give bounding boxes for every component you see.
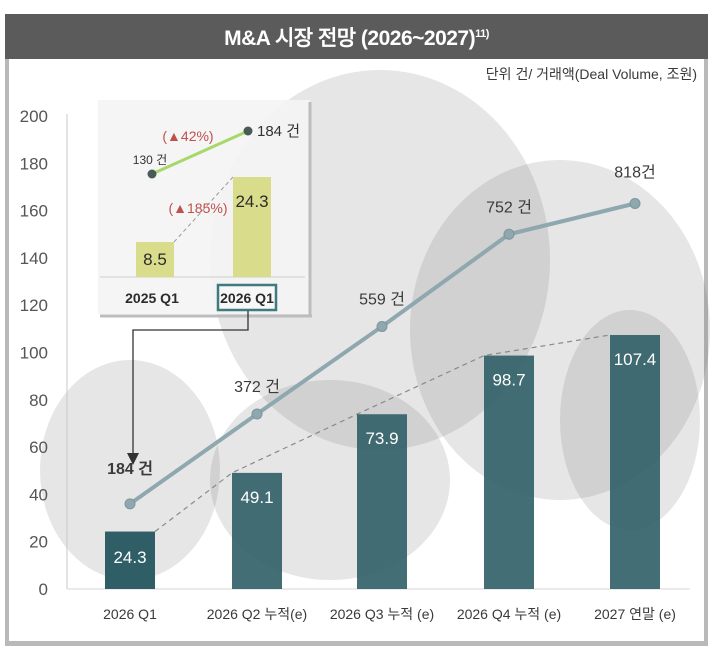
deal-volume-label: 372 건	[234, 378, 280, 396]
y-tick-label: 120	[20, 296, 48, 315]
deal-volume-point	[629, 198, 641, 210]
inset-dashed-line	[173, 176, 234, 243]
bar-2	[357, 414, 407, 589]
y-tick-label: 60	[29, 438, 48, 457]
inset-panel	[98, 100, 310, 314]
inset-category-label: 2026 Q1	[220, 290, 274, 306]
inset-highlight-box	[216, 283, 278, 312]
bar-4	[610, 334, 660, 589]
inset-bar-label: 8.5	[143, 250, 167, 269]
y-tick-label: 160	[20, 202, 48, 221]
y-tick-label: 140	[20, 249, 48, 268]
y-tick-label: 20	[29, 533, 48, 552]
x-category-label: 2026 Q3 누적 (e)	[330, 606, 434, 622]
bar-value-label: 24.3	[113, 548, 146, 567]
growth-annotation-value: (▲185%)	[169, 200, 228, 216]
bar-value-label: 107.4	[614, 350, 657, 369]
y-tick-label: 180	[20, 154, 48, 173]
y-tick-label: 200	[20, 107, 48, 126]
y-tick-label: 80	[29, 391, 48, 410]
bar-1	[232, 472, 282, 589]
deal-volume-label: 559 건	[359, 290, 405, 308]
arrow-down-icon	[127, 453, 139, 465]
deal-volume-point	[376, 320, 388, 332]
inset-volume-point	[243, 126, 253, 136]
inset-volume-label: 184 건	[257, 123, 300, 140]
inset-volume-point	[147, 169, 157, 179]
deal-volume-label: 752 건	[486, 198, 532, 216]
deal-volume-point	[251, 408, 263, 420]
unit-label: 단위 건/ 거래액(Deal Volume, 조원)	[485, 66, 697, 82]
x-category-label: 2026 Q1	[103, 606, 157, 622]
bar-value-label: 49.1	[240, 488, 273, 507]
x-category-label: 2026 Q2 누적(e)	[207, 606, 307, 622]
chart-title: M&A 시장 전망 (2026~2027)	[224, 26, 476, 50]
deal-volume-label: 184 건	[107, 460, 153, 478]
connector-arrow-line	[132, 311, 249, 455]
x-category-label: 2027 연말 (e)	[594, 606, 676, 622]
y-tick-label: 40	[29, 485, 48, 504]
deal-volume-point	[124, 498, 136, 510]
bar-value-label: 98.7	[492, 371, 525, 390]
deal-volume-point	[503, 228, 515, 240]
bar-3	[484, 355, 534, 589]
inset-bar-1	[233, 177, 271, 277]
inset-bar-label: 24.3	[235, 192, 268, 211]
chart-title-bar: M&A 시장 전망 (2026~2027) 11)	[5, 14, 708, 59]
inset-bar-0	[136, 242, 174, 277]
inset-volume-label: 130 건	[133, 153, 167, 167]
footnote-ref: 11)	[475, 27, 489, 40]
x-category-label: 2026 Q4 누적 (e)	[457, 606, 561, 622]
y-tick-label: 0	[39, 580, 48, 599]
growth-annotation-volume: (▲42%)	[162, 128, 213, 144]
inset-volume-line	[151, 129, 249, 176]
y-tick-label: 100	[20, 344, 48, 363]
deal-volume-label: 818건	[614, 164, 655, 182]
bar-0	[105, 531, 155, 589]
inset-category-label: 2025 Q1	[125, 290, 179, 306]
bar-value-label: 73.9	[365, 429, 398, 448]
